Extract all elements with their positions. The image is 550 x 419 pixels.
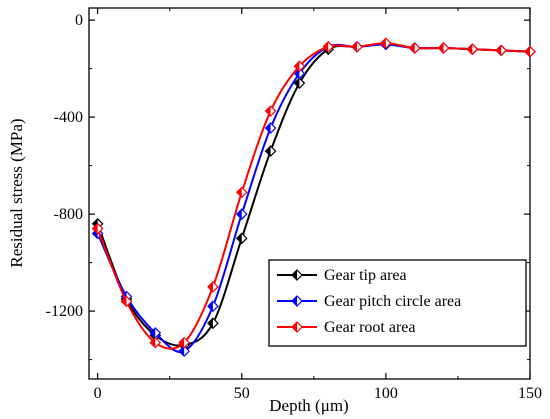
y-tick-label: -400 <box>54 109 83 126</box>
data-point <box>264 105 277 117</box>
legend-marker <box>291 295 303 307</box>
data-point <box>293 67 306 80</box>
x-tick-label: 0 <box>94 385 102 402</box>
legend-label: Gear root area <box>324 319 416 336</box>
data-point <box>207 317 219 330</box>
y-tick-labels: 0 -400 -800 -1200 <box>46 12 83 320</box>
y-tick-label: -800 <box>54 206 83 223</box>
data-point <box>437 42 450 54</box>
series-layer <box>91 37 536 357</box>
data-point <box>149 336 162 349</box>
data-point <box>408 42 421 54</box>
x-axis-title: Depth (μm) <box>269 396 348 415</box>
series-3 <box>91 37 536 350</box>
data-point <box>207 300 219 313</box>
data-point <box>524 45 536 58</box>
data-point <box>466 43 479 56</box>
data-point <box>380 37 392 50</box>
data-point <box>235 208 248 220</box>
data-point <box>178 345 190 357</box>
legend-item: Gear root area <box>277 319 416 336</box>
legend-items: Gear tip area Gear pitch circle area Gear … <box>277 267 461 336</box>
data-point <box>264 122 277 134</box>
legend-item: Gear tip area <box>277 267 407 284</box>
data-point <box>495 44 508 57</box>
legend-marker <box>291 269 303 281</box>
legend: Gear tip area Gear pitch circle area Gear … <box>268 259 527 347</box>
legend-label: Gear tip area <box>324 267 407 284</box>
legend-item: Gear pitch circle area <box>277 293 461 310</box>
x-tick-label: 100 <box>374 385 398 402</box>
y-axis-title: Residual stress (MPa) <box>7 118 26 267</box>
data-point <box>322 40 335 53</box>
legend-marker <box>291 321 303 333</box>
data-point <box>235 186 248 199</box>
series-line <box>96 42 531 350</box>
x-tick-labels: 0 50 100 150 <box>94 385 542 402</box>
data-point <box>293 60 306 73</box>
y-tick-label: 0 <box>75 12 83 29</box>
y-tick-label: -1200 <box>46 303 83 320</box>
data-point <box>293 77 306 90</box>
data-point <box>235 232 248 245</box>
x-tick-label: 150 <box>518 385 542 402</box>
x-tick-label: 50 <box>234 385 250 402</box>
data-point <box>120 295 133 308</box>
data-point <box>178 336 190 349</box>
data-point <box>264 145 277 157</box>
data-point <box>207 281 219 293</box>
axis-ticks <box>89 8 531 379</box>
legend-label: Gear pitch circle area <box>324 293 461 310</box>
data-point <box>91 222 104 235</box>
data-point <box>351 40 363 53</box>
plot-frame <box>88 7 531 380</box>
